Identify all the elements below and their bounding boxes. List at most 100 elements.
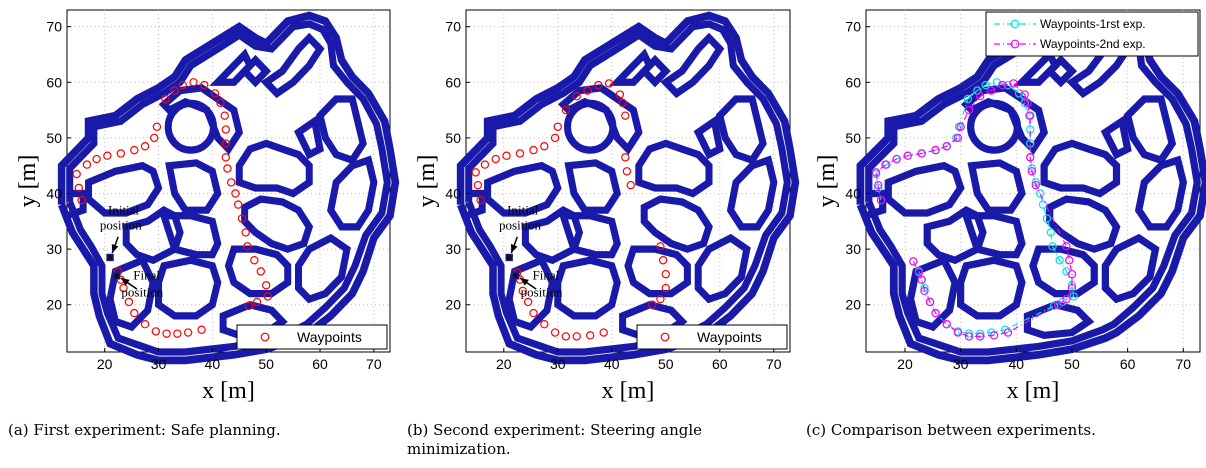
waypoint-point	[1023, 98, 1032, 108]
vehicle-marker	[511, 272, 520, 280]
waypoint-point	[150, 133, 159, 143]
waypoint-point	[256, 267, 265, 276]
y-tick-label: 50	[445, 130, 461, 146]
vehicle-body	[511, 272, 520, 280]
waypoint-point	[473, 180, 483, 190]
y-tick-label: 40	[46, 186, 62, 202]
x-tick-label: 40	[1009, 356, 1025, 372]
legend-marker	[1010, 39, 1020, 49]
waypoint-point	[226, 178, 236, 187]
x-tick-label: 30	[151, 356, 167, 372]
caption-b-line2: minimization.	[407, 440, 511, 458]
waypoint-point	[152, 122, 162, 131]
waypoint-point	[221, 125, 231, 134]
waypoint-point	[553, 122, 563, 131]
map-outline	[62, 16, 396, 361]
waypoint-point	[1064, 256, 1074, 265]
x-tick-label: 60	[712, 356, 728, 372]
x-axis-label: x [m]	[602, 378, 655, 404]
x-tick-label: 60	[312, 356, 328, 372]
annotation-text: Final	[133, 268, 160, 283]
waypoint-point	[241, 228, 250, 237]
waypoint-point	[263, 292, 272, 301]
waypoint-point	[989, 331, 999, 340]
waypoint-point	[1020, 98, 1029, 108]
waypoint-point	[917, 149, 926, 158]
panel-a: 20 30 40 50 60 70 20 30 40 50 60 70 x [m] y [m] Ini…	[15, 9, 396, 404]
waypoint-point	[200, 80, 209, 90]
tick-labels: 20 30 40 50 60 70 20 30 40 50 60 70	[46, 19, 381, 372]
x-tick-label: 30	[550, 356, 566, 372]
waypoint-point	[529, 308, 538, 318]
caption-b-line1: (b) Second experiment: Steering angle	[407, 421, 703, 439]
marks	[72, 78, 272, 338]
x-tick-label: 50	[1064, 356, 1080, 372]
waypoint-point	[140, 142, 150, 151]
y-tick-label: 70	[46, 19, 62, 35]
y-tick-label: 70	[445, 19, 461, 35]
waypoint-point	[998, 80, 1007, 90]
waypoint-point	[874, 183, 883, 193]
waypoint-point	[523, 297, 533, 307]
waypoint-point	[491, 154, 500, 164]
waypoint-point	[480, 160, 490, 169]
caption-c: (c) Comparison between experiments.	[806, 421, 1096, 439]
waypoint-point	[216, 98, 225, 108]
waypoint-point	[1031, 180, 1040, 190]
waypoint-point	[130, 308, 139, 318]
y-tick-label: 50	[46, 130, 62, 146]
waypoint-point	[658, 256, 668, 265]
waypoint-point	[942, 319, 951, 329]
waypoint-point	[550, 133, 560, 143]
arrow-head	[120, 278, 130, 286]
waypoint-point	[963, 94, 973, 104]
annotation-text: position	[121, 284, 163, 299]
legend-marker	[1010, 19, 1020, 29]
waypoint-point	[261, 281, 271, 290]
annotation-text: position	[521, 284, 563, 299]
waypoint-point	[1053, 300, 1063, 309]
waypoint-point	[231, 189, 240, 198]
x-tick-label: 50	[258, 356, 274, 372]
y-axis-label: y [m]	[814, 155, 840, 208]
waypoint-point	[953, 133, 963, 143]
waypoint-point	[586, 331, 595, 340]
waypoint-point	[252, 297, 262, 307]
waypoint-point	[237, 214, 247, 223]
waypoint-point	[77, 195, 86, 205]
y-tick-label: 30	[46, 241, 62, 257]
waypoint-point	[925, 297, 935, 307]
legend-label: Waypoints	[697, 329, 762, 345]
legend-box	[985, 11, 1199, 57]
annotation-text: Initial	[108, 203, 139, 218]
waypoint-point	[476, 195, 485, 205]
waypoint-point	[72, 169, 81, 179]
tick-labels: 20 30 40 50 60 70 20 30 40 50 60 70	[445, 19, 781, 372]
waypoint-point	[1049, 301, 1059, 311]
x-tick-label: 40	[205, 356, 221, 372]
waypoint-point	[183, 328, 193, 337]
vehicle-marker	[112, 272, 121, 280]
waypoint-point	[1069, 292, 1078, 301]
waypoint-point	[1026, 111, 1035, 120]
waypoint-point	[1038, 200, 1048, 209]
waypoint-point	[622, 167, 632, 176]
waypoint-point	[220, 111, 229, 120]
legend-label: Waypoints-2nd exp.	[1040, 37, 1146, 51]
waypoint-point	[594, 80, 603, 90]
waypoint-point	[173, 329, 182, 338]
waypoint-point	[1055, 256, 1064, 265]
y-axis-label: y [m]	[414, 155, 440, 208]
waypoint-point	[140, 319, 150, 329]
waypoint-point	[550, 328, 560, 337]
y-tick-label: 40	[845, 186, 861, 202]
series-line	[875, 82, 1073, 337]
y-tick-label: 60	[46, 74, 62, 90]
waypoint-point	[903, 151, 912, 160]
waypoint-point	[621, 111, 630, 120]
map-outline-shape	[62, 16, 396, 361]
waypoint-point	[956, 122, 965, 131]
y-tick-label: 60	[445, 74, 461, 90]
waypoint-point	[599, 328, 608, 337]
